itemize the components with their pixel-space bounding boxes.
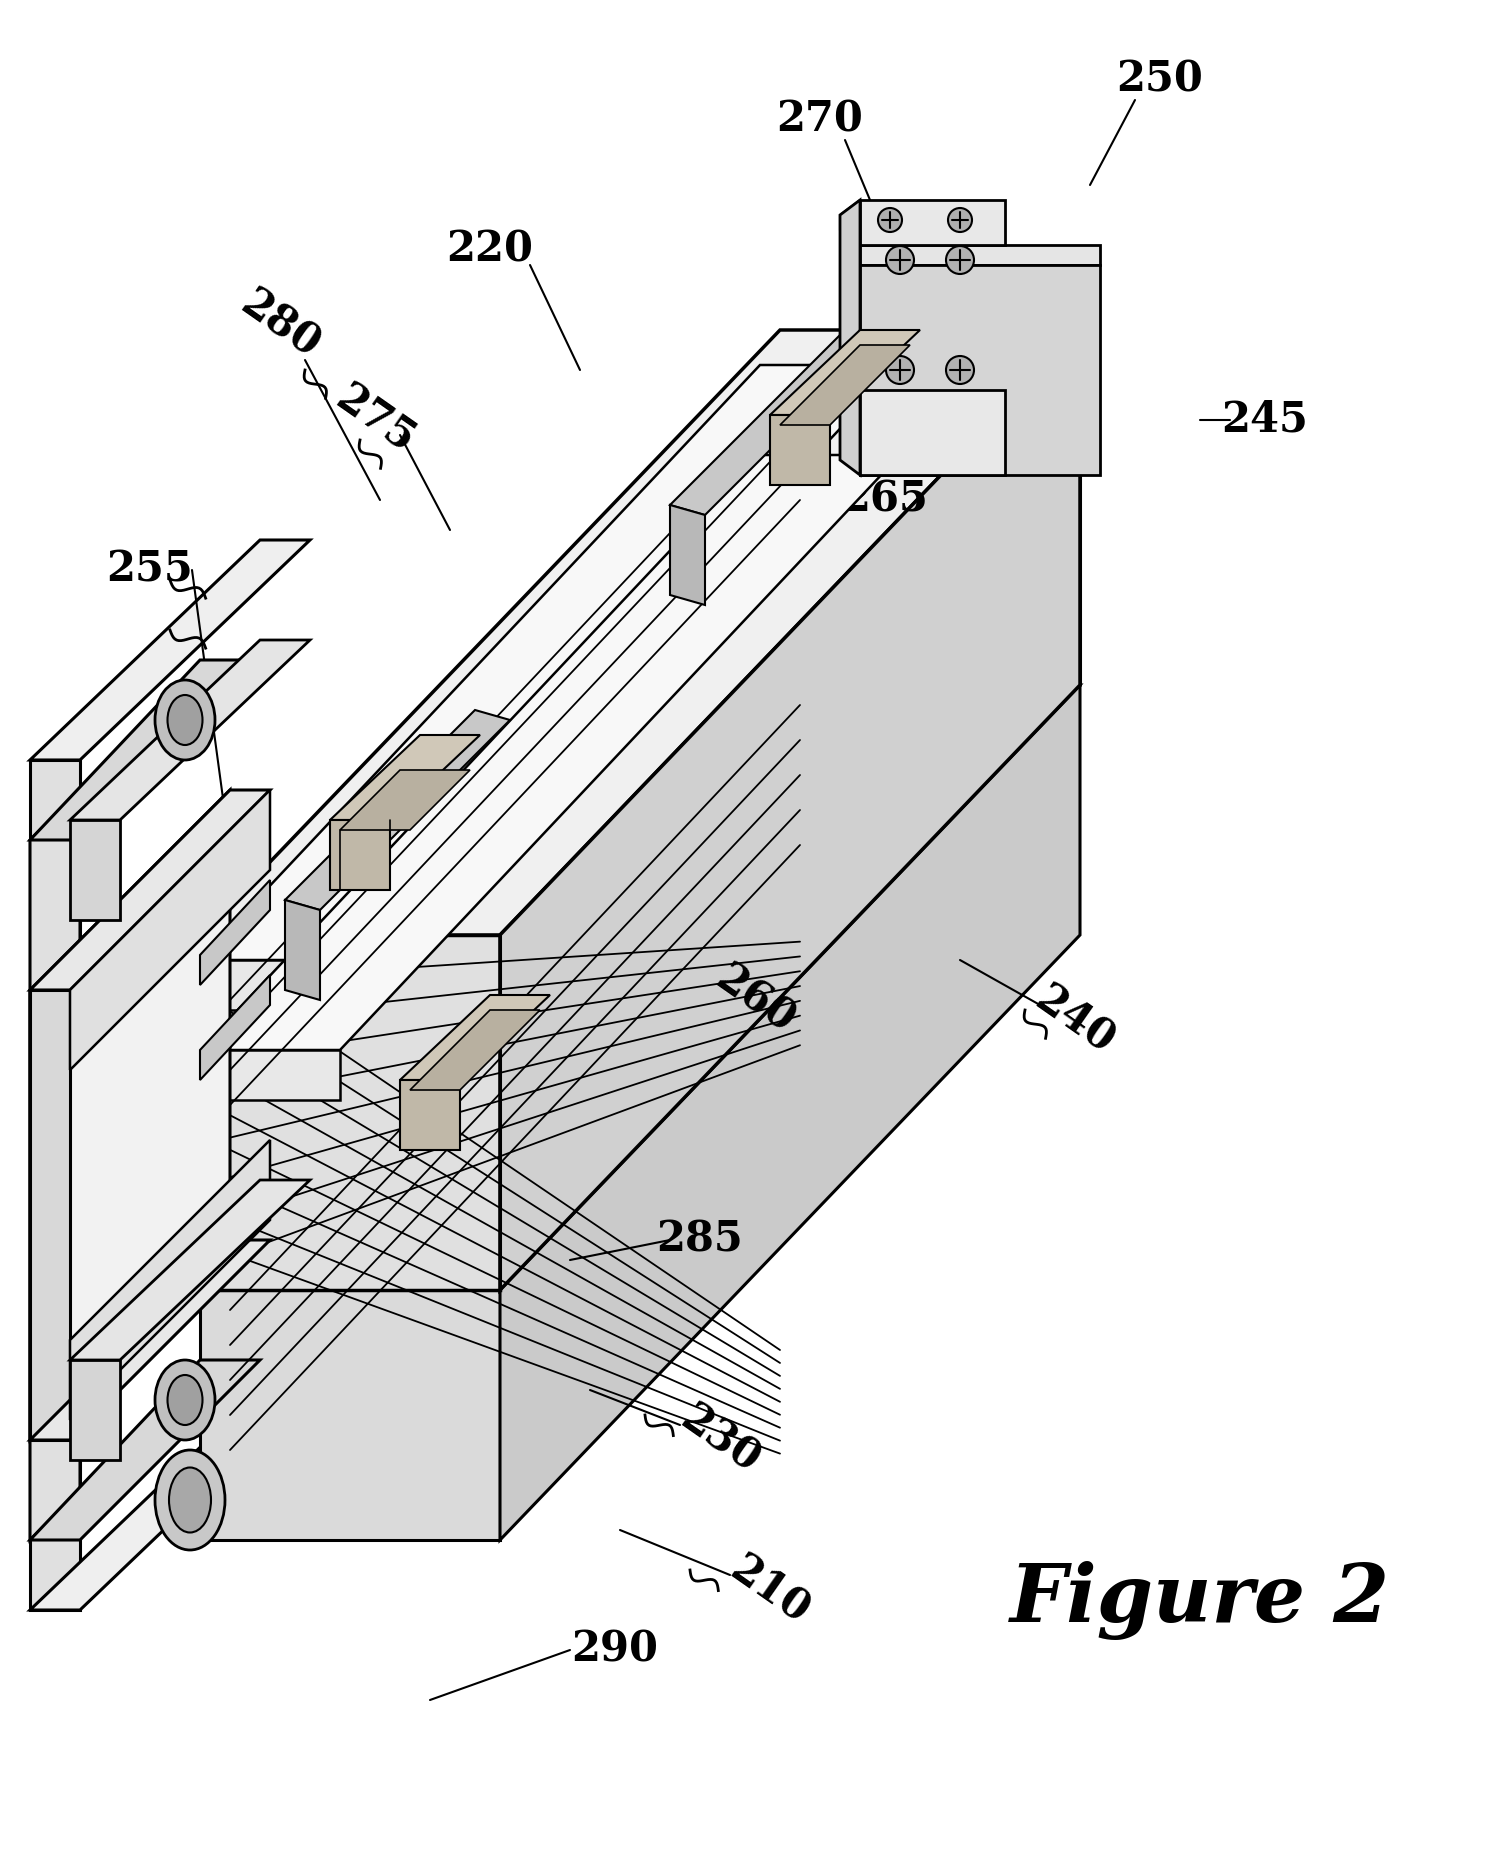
Ellipse shape [170, 1468, 210, 1532]
Polygon shape [71, 639, 309, 819]
Polygon shape [771, 414, 831, 486]
Polygon shape [30, 540, 309, 759]
Polygon shape [30, 990, 71, 1440]
Polygon shape [30, 1359, 260, 1539]
Polygon shape [861, 264, 1099, 474]
Text: 210: 210 [722, 1549, 817, 1631]
Ellipse shape [155, 681, 215, 759]
Circle shape [946, 246, 973, 274]
Ellipse shape [168, 696, 203, 744]
Text: 230: 230 [673, 1399, 768, 1481]
Circle shape [948, 208, 972, 232]
Polygon shape [339, 771, 470, 831]
Circle shape [886, 246, 915, 274]
Polygon shape [670, 504, 704, 606]
Circle shape [886, 356, 915, 384]
Polygon shape [200, 456, 900, 1050]
Polygon shape [861, 201, 1005, 246]
Polygon shape [30, 759, 80, 1611]
Polygon shape [861, 246, 1099, 264]
Polygon shape [771, 330, 921, 414]
Text: 245: 245 [1221, 399, 1308, 441]
Text: 240: 240 [1027, 979, 1122, 1061]
Polygon shape [200, 1050, 339, 1101]
Polygon shape [840, 201, 861, 474]
Circle shape [946, 356, 973, 384]
Polygon shape [71, 819, 120, 921]
Text: 270: 270 [777, 99, 864, 141]
Text: 285: 285 [656, 1219, 743, 1262]
Text: Figure 2: Figure 2 [1009, 1560, 1389, 1639]
Circle shape [879, 208, 903, 232]
Polygon shape [200, 1290, 500, 1539]
Polygon shape [200, 330, 1080, 936]
Polygon shape [30, 1389, 309, 1611]
Text: 275: 275 [327, 379, 422, 461]
Polygon shape [200, 879, 270, 984]
Polygon shape [71, 789, 270, 1071]
Text: 220: 220 [446, 229, 533, 272]
Ellipse shape [155, 1359, 215, 1440]
Polygon shape [200, 684, 1080, 1290]
Polygon shape [30, 660, 260, 840]
Text: 290: 290 [571, 1629, 658, 1671]
Polygon shape [670, 315, 895, 516]
Polygon shape [330, 819, 391, 891]
Polygon shape [30, 1239, 270, 1440]
Polygon shape [861, 390, 1005, 474]
Polygon shape [71, 1179, 309, 1359]
Polygon shape [200, 936, 500, 1290]
Polygon shape [840, 201, 861, 246]
Polygon shape [285, 711, 511, 909]
Polygon shape [200, 975, 270, 1080]
Polygon shape [30, 789, 80, 1539]
Polygon shape [30, 789, 270, 990]
Polygon shape [500, 330, 1080, 1290]
Text: 280: 280 [233, 283, 327, 368]
Polygon shape [400, 1080, 460, 1149]
Ellipse shape [168, 1374, 203, 1425]
Polygon shape [71, 1140, 270, 1419]
Text: 250: 250 [1116, 58, 1203, 101]
Polygon shape [410, 1011, 541, 1089]
Polygon shape [500, 684, 1080, 1539]
Polygon shape [780, 345, 910, 426]
Polygon shape [200, 366, 900, 960]
Polygon shape [71, 1359, 120, 1461]
Polygon shape [400, 996, 550, 1080]
Polygon shape [285, 900, 320, 999]
Polygon shape [200, 960, 339, 1011]
Ellipse shape [155, 1449, 225, 1551]
Text: 255: 255 [107, 549, 194, 591]
Polygon shape [330, 735, 481, 819]
Text: 260: 260 [707, 958, 802, 1042]
Polygon shape [30, 789, 230, 1440]
Text: 265: 265 [841, 478, 928, 521]
